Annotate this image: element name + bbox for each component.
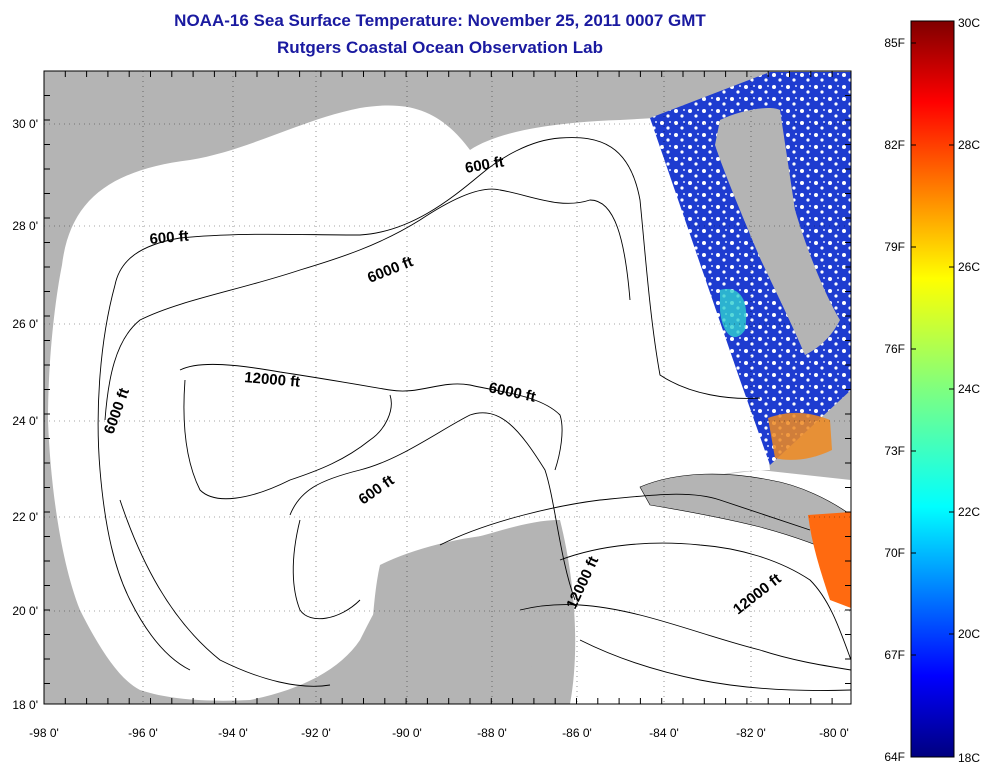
lon-label: -86 0' xyxy=(562,726,592,740)
lat-label: 20 0' xyxy=(12,604,38,618)
lon-label: -96 0' xyxy=(128,726,158,740)
lon-label: -90 0' xyxy=(392,726,422,740)
longitude-labels: -98 0' -96 0' -94 0' -92 0' -90 0' -88 0… xyxy=(29,726,849,740)
colorbar-f-label: 76F xyxy=(884,342,905,356)
gulf-of-mexico xyxy=(48,105,770,701)
colorbar-celsius-labels: 30C 28C 26C 24C 22C 20C 18C xyxy=(958,16,980,765)
lon-label: -98 0' xyxy=(29,726,59,740)
lon-label: -84 0' xyxy=(649,726,679,740)
colorbar-ticks xyxy=(911,42,954,656)
map-frame xyxy=(43,70,852,705)
axis-ticks xyxy=(43,70,851,704)
cuba xyxy=(639,473,851,561)
colorbar-c-label: 20C xyxy=(958,627,980,641)
colorbar-f-label: 73F xyxy=(884,444,905,458)
lon-label: -82 0' xyxy=(736,726,766,740)
colorbar-f-label: 82F xyxy=(884,138,905,152)
colorbar-f-label: 64F xyxy=(884,750,905,764)
lat-label: 28 0' xyxy=(12,219,38,233)
sst-cool-patch xyxy=(720,289,747,338)
contour-label-600ft-north: 600 ft xyxy=(464,153,506,177)
latitude-labels: 30 0' 28 0' 26 0' 24 0' 22 0' 20 0' 18 0… xyxy=(12,117,38,712)
colorbar-c-label: 30C xyxy=(958,16,980,30)
yucatan xyxy=(370,532,565,704)
contour-label-12000ft-center: 12000 ft xyxy=(244,369,301,391)
lon-label: -80 0' xyxy=(819,726,849,740)
colorbar-c-label: 22C xyxy=(958,505,980,519)
lat-label: 18 0' xyxy=(12,698,38,712)
graticule xyxy=(44,71,851,704)
contour-label-600ft-west: 600 ft xyxy=(149,228,190,248)
lat-label: 30 0' xyxy=(12,117,38,131)
colorbar-c-label: 26C xyxy=(958,260,980,274)
colorbar xyxy=(910,20,955,758)
lon-label: -92 0' xyxy=(301,726,331,740)
colorbar-c-label: 24C xyxy=(958,382,980,396)
lat-label: 26 0' xyxy=(12,317,38,331)
map-subtitle: Rutgers Coastal Ocean Observation Lab xyxy=(277,38,603,57)
colorbar-f-label: 67F xyxy=(884,648,905,662)
colorbar-f-label: 85F xyxy=(884,36,905,50)
sst-warm-patch xyxy=(768,412,832,460)
colorbar-f-label: 70F xyxy=(884,546,905,560)
lat-label: 24 0' xyxy=(12,414,38,428)
colorbar-f-label: 79F xyxy=(884,240,905,254)
map-title: NOAA-16 Sea Surface Temperature: Novembe… xyxy=(174,11,706,30)
colorbar-fahrenheit-labels: 85F 82F 79F 76F 73F 70F 67F 64F xyxy=(884,36,905,764)
colorbar-c-label: 28C xyxy=(958,138,980,152)
florida-land-overlay xyxy=(715,108,840,355)
sst-warm-patch-south xyxy=(808,512,851,608)
sst-swath-clouds xyxy=(650,72,851,465)
lon-label: -94 0' xyxy=(218,726,248,740)
lon-label: -88 0' xyxy=(477,726,507,740)
lat-label: 22 0' xyxy=(12,510,38,524)
colorbar-c-label: 18C xyxy=(958,751,980,765)
